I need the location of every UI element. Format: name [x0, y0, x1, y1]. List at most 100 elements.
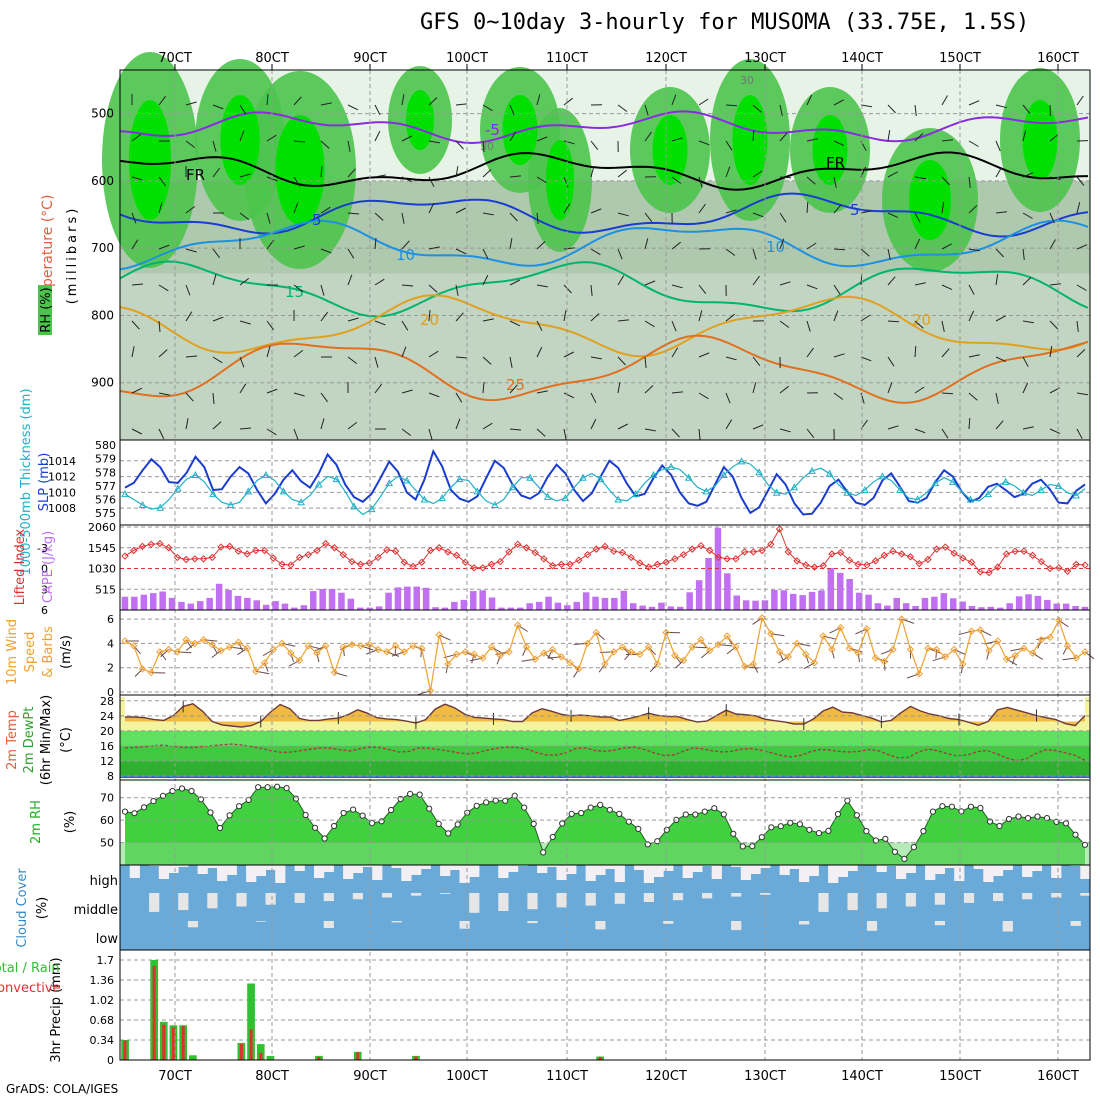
wind-speed-marker — [1055, 616, 1063, 624]
wind-barb — [131, 428, 143, 435]
li-marker — [976, 568, 984, 576]
rh-2m-marker — [587, 804, 594, 811]
precip-convective-bar — [259, 1052, 263, 1060]
rh-2m-marker — [321, 835, 328, 842]
rh-2m-marker — [891, 848, 899, 855]
x-tick-label-bottom: 160CT — [1037, 1069, 1079, 1084]
li-marker — [182, 555, 190, 564]
cape-bar — [272, 601, 279, 610]
y-axis-unit-wind: (m/s) — [59, 635, 74, 669]
wind-barb — [563, 392, 575, 399]
temp-mask — [125, 697, 1085, 728]
wind-barb — [860, 104, 872, 108]
thickness-marker — [367, 505, 376, 513]
rh-region-saturated — [546, 140, 574, 220]
y-tick-label-li: 6 — [41, 604, 48, 617]
li-marker — [540, 555, 548, 563]
wind-barb — [158, 320, 161, 333]
wind-barb — [590, 418, 597, 430]
li-marker — [260, 546, 269, 555]
wind-barb — [401, 135, 413, 142]
rh-2m-marker — [188, 787, 195, 795]
wind-barb-10m — [522, 646, 527, 656]
y-axis-label-wind-10m: Speed — [23, 632, 38, 673]
rh-2m-marker — [882, 835, 889, 842]
wind-speed-marker — [487, 643, 496, 651]
x-tick-label-bottom: 130CT — [744, 1069, 786, 1084]
wind-barb — [293, 202, 299, 214]
y-axis-unit-cloud: (%) — [35, 897, 50, 920]
rh-2m-marker — [597, 801, 604, 809]
li-marker — [601, 542, 609, 551]
wind-barb — [671, 284, 683, 289]
contour-label: 15 — [285, 283, 304, 301]
li-marker — [906, 553, 915, 561]
wind-barb — [185, 418, 189, 430]
wind-barb — [887, 171, 898, 178]
wind-barb — [185, 140, 196, 149]
li-marker — [234, 547, 243, 555]
cloud-gap-high — [983, 865, 994, 882]
wind-barb-10m — [649, 663, 658, 673]
rh-region-saturated — [909, 160, 951, 240]
cape-bar — [168, 597, 176, 610]
y-tick-label-li: -3 — [37, 542, 48, 555]
wind-barb — [941, 284, 953, 291]
rh-2m-marker — [967, 803, 975, 810]
cape-bar — [884, 605, 891, 610]
wind-speed-marker — [784, 653, 792, 661]
wind-barb-10m — [211, 644, 218, 654]
wind-barb — [428, 309, 431, 322]
rh-2m-marker — [521, 804, 528, 811]
wind-barb — [536, 241, 546, 250]
wind-barb — [968, 354, 980, 358]
precip-panel — [119, 949, 1091, 1061]
li-marker — [1002, 550, 1011, 558]
y-axis-label-group: 2m RH (%) — [29, 800, 78, 844]
li-marker — [435, 544, 443, 552]
dewpoint-line — [124, 743, 1086, 762]
wind-barb — [644, 212, 653, 223]
wind-barb — [833, 140, 845, 147]
wind-barb — [293, 428, 299, 440]
wind-barb — [833, 392, 844, 400]
wind-barb — [455, 356, 468, 359]
wind-barb — [455, 103, 467, 106]
contour-label: -5 — [485, 121, 500, 139]
y-axis-label-group: 2m Temp 2m DewPt (6hr Min/Max) (°C) — [5, 695, 74, 785]
wind-barb — [212, 421, 222, 430]
li-marker — [147, 540, 155, 548]
wind-barb — [725, 419, 733, 430]
li-marker — [985, 568, 993, 577]
y-axis-label-total-rain: Total / Rain — [0, 961, 60, 976]
li-marker — [243, 550, 251, 558]
y-tick-label-temp: 8 — [107, 770, 114, 783]
wind-barb — [1076, 95, 1084, 106]
cape-bar — [742, 600, 750, 610]
y-tick-label-wind: 4 — [107, 637, 114, 650]
wind-barb — [401, 212, 405, 224]
rh-2m-marker — [340, 809, 347, 817]
isotherm-line — [119, 294, 1089, 358]
wind-barb — [158, 244, 170, 250]
y-axis-label-group: Cloud Cover (%) — [15, 868, 50, 948]
wind-barb — [131, 387, 143, 394]
wind-barb — [185, 205, 196, 214]
rh-2m-marker — [1024, 815, 1032, 822]
wind-barb — [968, 176, 971, 188]
thickness-marker — [491, 500, 499, 508]
cloud-gap-high — [275, 865, 286, 883]
cloud-gap-high — [391, 865, 402, 868]
cloud-gap-high — [469, 865, 480, 877]
wind-speed-marker — [802, 650, 810, 659]
wind-barb — [1049, 346, 1053, 358]
wind-barb — [671, 320, 677, 332]
wind-barb — [887, 320, 900, 323]
y-axis-unit-millibars: (millibars) — [65, 206, 80, 305]
rh-2m-marker — [825, 827, 832, 835]
cloud-gap-high — [731, 865, 742, 867]
li-marker — [1081, 561, 1089, 569]
cloud-gap-high — [954, 865, 965, 881]
y-tick-label-thickness: 580 — [95, 439, 116, 452]
wind-speed-marker — [435, 631, 443, 639]
